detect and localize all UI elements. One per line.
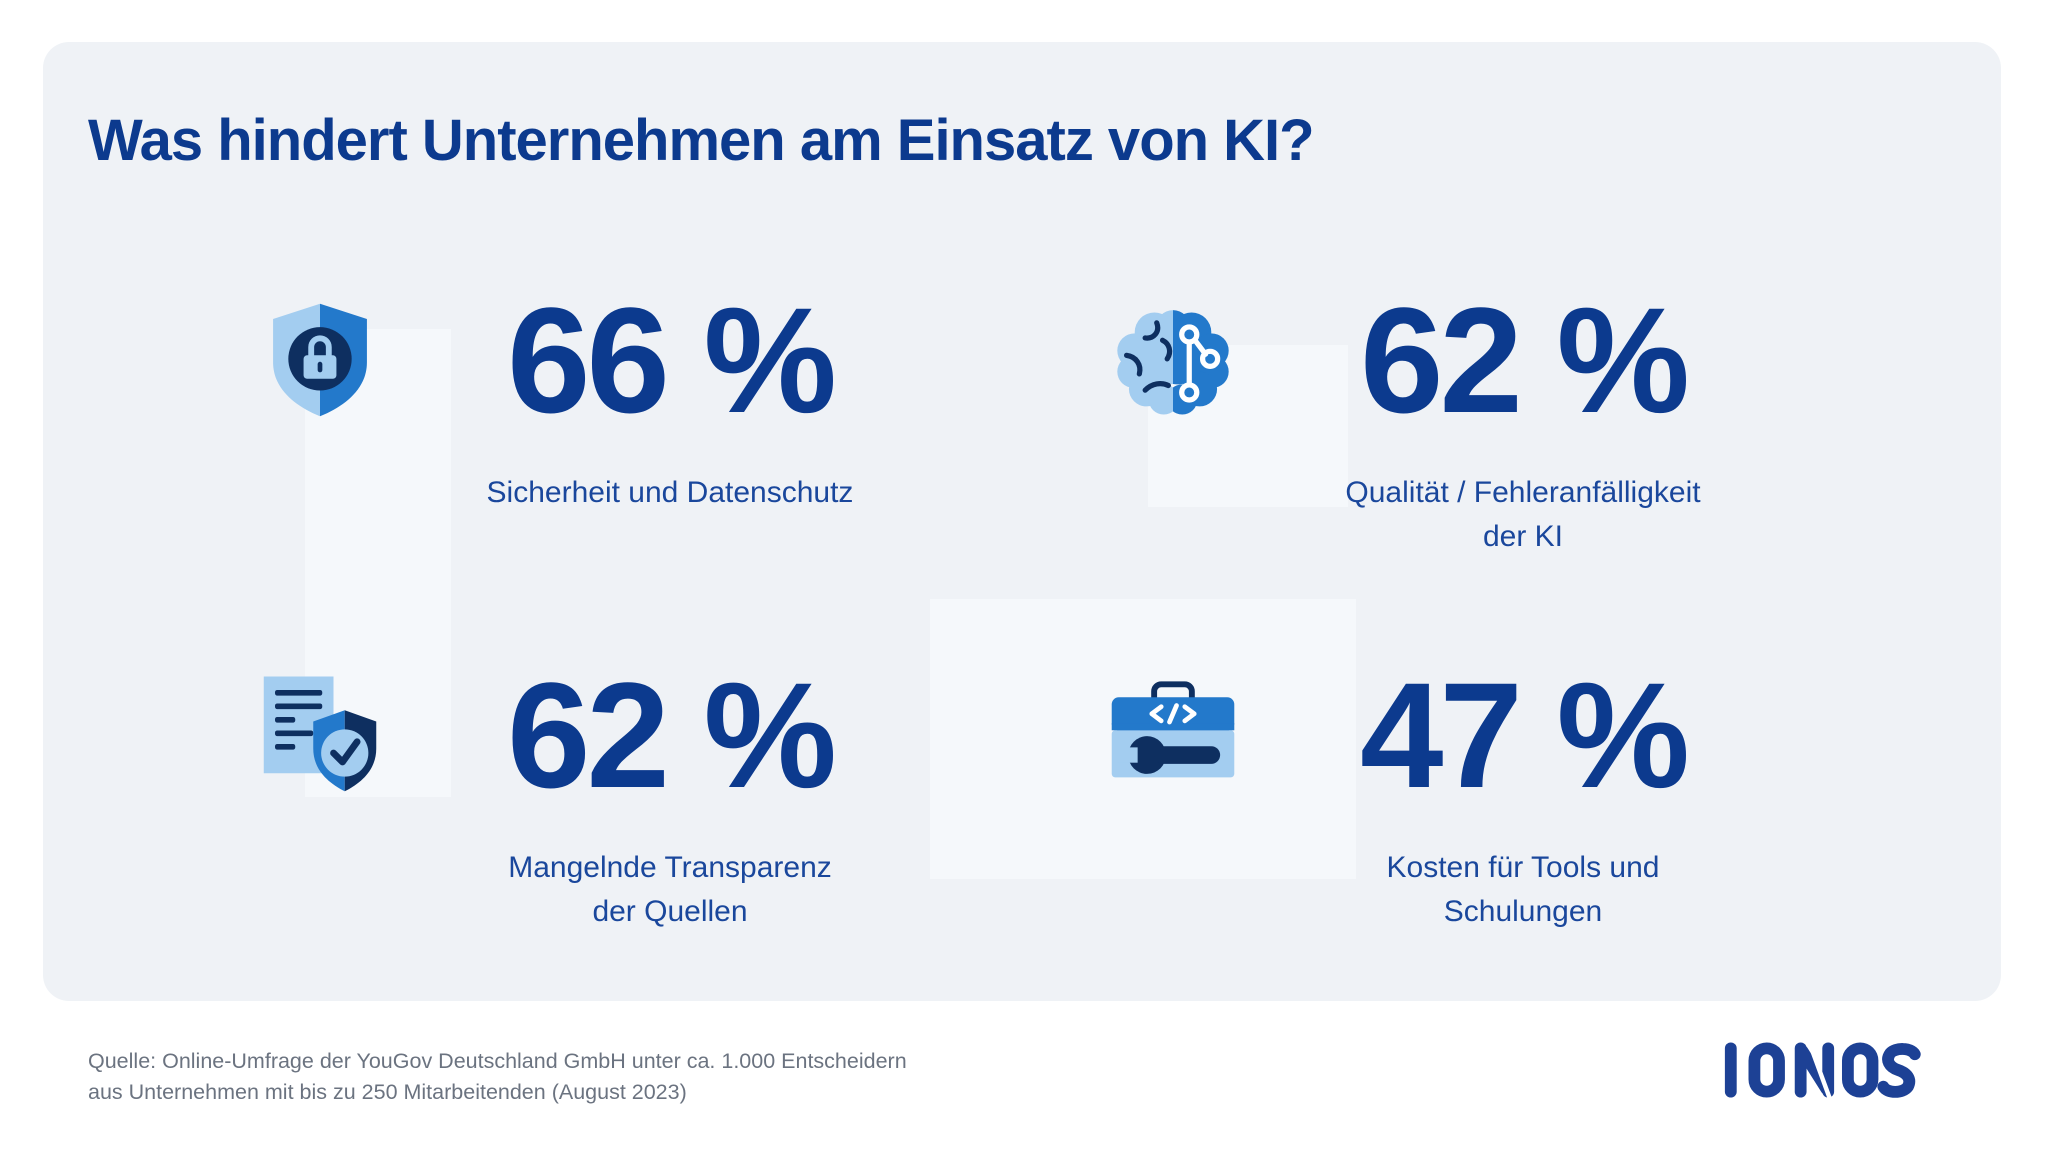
stat-value: 62 %: [507, 651, 837, 819]
infographic-card: [43, 42, 2001, 1001]
stat-security: 66 % Sicherheit und Datenschutz: [210, 255, 910, 515]
toolbox-code-wrench-icon: [1063, 680, 1283, 790]
source-note: Quelle: Online-Umfrage der YouGov Deutsc…: [88, 1049, 907, 1105]
shield-lock-icon: [210, 299, 430, 421]
stat-label: Kosten für Tools und Schulungen: [1386, 851, 1660, 928]
stat-label: Sicherheit und Datenschutz: [486, 476, 854, 509]
stat-value: 47 %: [1360, 651, 1690, 819]
stat-transparency: 62 % Mangelnde Transparenz der Quellen: [210, 630, 910, 933]
document-shield-check-icon: [210, 672, 430, 798]
page-title: Was hindert Unternehmen am Einsatz von K…: [88, 107, 1315, 173]
stat-value: 66 %: [507, 276, 837, 444]
stat-label: Mangelnde Transparenz der Quellen: [508, 851, 832, 928]
stat-costs: 47 % Kosten für Tools und Schulungen: [1063, 630, 1763, 933]
stat-value: 62 %: [1360, 276, 1690, 444]
stat-label: Qualität / Fehleranfälligkeit der KI: [1345, 476, 1701, 553]
ionos-logo: [1718, 1038, 1964, 1107]
brain-circuit-icon: [1063, 302, 1283, 418]
stat-quality: 62 % Qualität / Fehleranfälligkeit der K…: [1063, 255, 1763, 558]
